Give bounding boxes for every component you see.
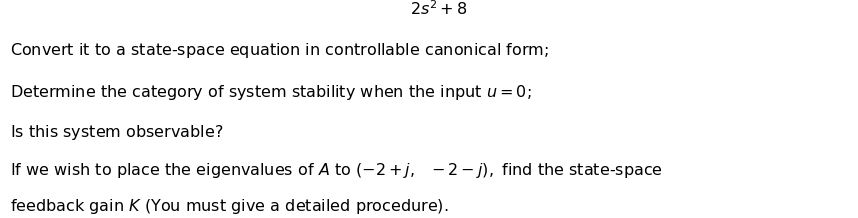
Text: $\mathrm{feedback\ gain\ } K \mathrm{\ (You\ must\ give\ a\ detailed\ procedure): $\mathrm{feedback\ gain\ } K \mathrm{\ (… (10, 198, 449, 216)
Text: $2s^2 + 8$: $2s^2 + 8$ (410, 1, 468, 19)
Text: $\mathrm{Is\ this\ system\ observable?}$: $\mathrm{Is\ this\ system\ observable?}$ (10, 123, 224, 142)
Text: $\mathrm{Convert\ it\ to\ a\ state\text{-}space\ equation\ in\ controllable\ can: $\mathrm{Convert\ it\ to\ a\ state\text{… (10, 41, 549, 60)
Text: $\mathrm{Determine\ the\ category\ of\ system\ stability\ when\ the\ input\ } u : $\mathrm{Determine\ the\ category\ of\ s… (10, 83, 532, 102)
Text: $\mathrm{If\ we\ wish\ to\ place\ the\ eigenvalues\ of\ } A \mathrm{\ to\ } (-2+: $\mathrm{If\ we\ wish\ to\ place\ the\ e… (10, 162, 663, 181)
